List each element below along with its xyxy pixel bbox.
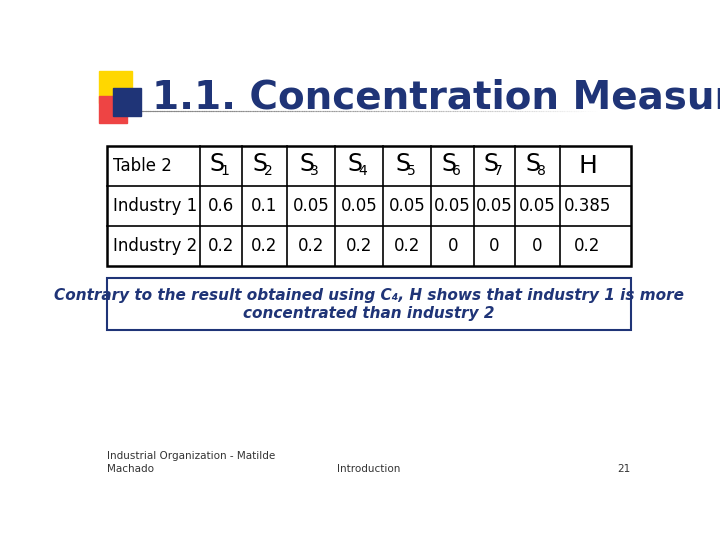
- Text: H: H: [578, 154, 597, 178]
- Text: 0.05: 0.05: [519, 197, 556, 215]
- Text: Introduction: Introduction: [337, 464, 401, 475]
- Bar: [107, 146, 631, 266]
- Text: S: S: [210, 152, 225, 176]
- Text: 0.05: 0.05: [292, 197, 329, 215]
- Text: 0: 0: [532, 237, 542, 255]
- Text: 7: 7: [494, 164, 503, 178]
- Text: Industry 2: Industry 2: [113, 237, 197, 255]
- Bar: [107, 278, 631, 330]
- Text: 0.2: 0.2: [208, 237, 234, 255]
- Bar: [99, 96, 127, 123]
- Text: 0.2: 0.2: [297, 237, 324, 255]
- Text: 0.05: 0.05: [389, 197, 426, 215]
- Text: 0.2: 0.2: [394, 237, 420, 255]
- Text: 0.2: 0.2: [251, 237, 278, 255]
- Text: 6: 6: [452, 164, 461, 178]
- Text: 0: 0: [447, 237, 458, 255]
- Text: S: S: [348, 152, 363, 176]
- Text: 0.05: 0.05: [341, 197, 377, 215]
- Text: 1: 1: [220, 164, 229, 178]
- Text: 2: 2: [264, 164, 273, 178]
- Text: S: S: [483, 152, 498, 176]
- Text: S: S: [253, 152, 268, 176]
- Text: S: S: [395, 152, 410, 176]
- Text: 21: 21: [618, 464, 631, 475]
- Text: Table 2: Table 2: [113, 157, 172, 174]
- Text: S: S: [300, 152, 315, 176]
- Text: S: S: [526, 152, 541, 176]
- Text: 0: 0: [490, 237, 500, 255]
- Text: 0.385: 0.385: [564, 197, 611, 215]
- Text: 0.2: 0.2: [575, 237, 600, 255]
- Text: 1.1. Concentration Measures: 1.1. Concentration Measures: [152, 79, 720, 117]
- Text: S: S: [441, 152, 456, 176]
- Text: 3: 3: [310, 164, 319, 178]
- Text: 4: 4: [359, 164, 367, 178]
- Text: 8: 8: [536, 164, 546, 178]
- Text: 0.05: 0.05: [434, 197, 471, 215]
- Bar: [113, 88, 141, 116]
- Text: 0.1: 0.1: [251, 197, 278, 215]
- Text: 5: 5: [407, 164, 415, 178]
- Text: concentrated than industry 2: concentrated than industry 2: [243, 306, 495, 321]
- Text: Industrial Organization - Matilde
Machado: Industrial Organization - Matilde Machad…: [107, 451, 275, 475]
- Text: 0.2: 0.2: [346, 237, 372, 255]
- Bar: [99, 71, 132, 103]
- Text: Contrary to the result obtained using C₄, H shows that industry 1 is more: Contrary to the result obtained using C₄…: [54, 287, 684, 302]
- Text: 0.05: 0.05: [476, 197, 513, 215]
- Text: Industry 1: Industry 1: [113, 197, 197, 215]
- Text: Contrary to the result obtained using C4, H shows that industry 1 is more: Contrary to the result obtained using C4…: [52, 287, 686, 302]
- Text: 0.6: 0.6: [208, 197, 234, 215]
